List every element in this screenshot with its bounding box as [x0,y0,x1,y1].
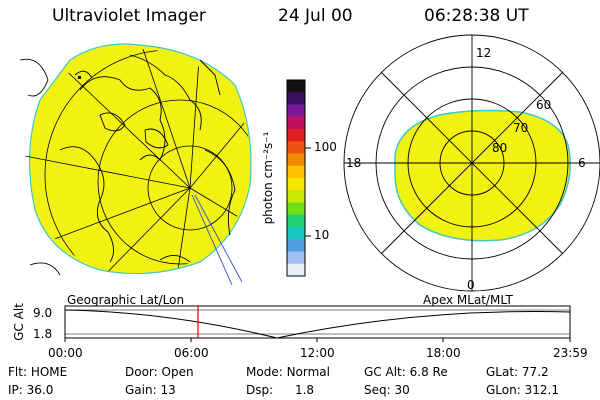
date-label: 24 Jul 00 [278,6,353,26]
polar-axis [381,72,563,254]
orbit-y-tick: 9.0 [33,306,53,320]
colorbar-segment [287,92,305,105]
orbit-x-tick: 12:00 [300,346,335,360]
orbit-left-title: Geographic Lat/Lon [67,293,185,307]
status-dsp: Dsp: 1.8 [246,383,315,397]
meridian-line [25,154,191,189]
colorbar-segment [287,190,305,203]
status-mode: Mode: Normal [246,365,330,379]
colorbar-tick-label: 10 [314,228,330,242]
status-glon: GLon: 312.1 [486,383,559,397]
orbit-right-title: Apex MLat/MLT [423,293,513,307]
status-seq: Seq: 30 [364,383,410,397]
colorbar-frame [286,79,306,277]
orbit-plot-frame [64,305,571,339]
meridian-line [139,49,191,189]
orbit-x-tick: 18:00 [426,346,461,360]
latitude-circle [97,99,251,265]
colorbar-segment [287,263,305,277]
colorbar-segment [287,153,305,167]
status-door: Door: Open [125,365,194,379]
orbit-x-tick: 06:00 [174,346,209,360]
meridian-line [54,59,191,189]
orbit-y-tick: 1.8 [33,327,53,341]
station-marker [78,76,81,79]
colorbar [286,79,306,277]
colorbar-segment [287,178,305,191]
orbit-plot [64,305,571,342]
colorbar-segment [287,165,305,179]
polar-lat-label: 60 [536,98,552,112]
altitude-curve [64,309,571,339]
status-glat: GLat: 77.2 [486,365,549,379]
colorbar-segment [287,251,305,265]
latitude-circle [147,145,233,231]
colorbar-segment [287,104,305,118]
polar-lat-label: 80 [492,141,508,155]
orbit-x-tick: 23:59 [553,346,588,360]
polar-mlt-label: 12 [476,46,492,60]
polar-plot [343,34,600,292]
time-label: 06:28:38 UT [424,6,529,26]
polar-mlt-label: 6 [578,156,586,170]
colorbar-segment [287,202,305,216]
polar-mlt-label: 18 [346,156,362,170]
polar-lat-label: 70 [513,121,529,135]
status-ip: IP: 36.0 [8,383,54,397]
colorbar-segment [287,227,305,240]
status-gain: Gain: 13 [125,383,176,397]
colorbar-segment [287,129,305,142]
satellite-track [191,194,243,286]
meridian-line [189,49,201,189]
polar-mlt-label: 0 [467,278,475,292]
colorbar-segment [287,141,305,154]
geographic-map [19,43,252,286]
colorbar-segment [287,116,305,130]
status-gc-alt: GC Alt: 6.8 Re [364,365,448,379]
colorbar-tick-label: 100 [314,140,337,154]
orbit-y-axis-label: GC Alt [12,303,26,341]
app-title: Ultraviolet Imager [52,6,206,26]
colorbar-segment [287,214,305,228]
polar-image-region [394,109,571,242]
colorbar-segment [287,80,305,93]
status-flt: Flt: HOME [8,365,68,379]
orbit-x-tick: 00:00 [48,346,83,360]
colorbar-unit-label: photon cm⁻²s⁻¹ [261,131,275,225]
colorbar-segment [287,239,305,252]
coastlines [19,54,236,276]
